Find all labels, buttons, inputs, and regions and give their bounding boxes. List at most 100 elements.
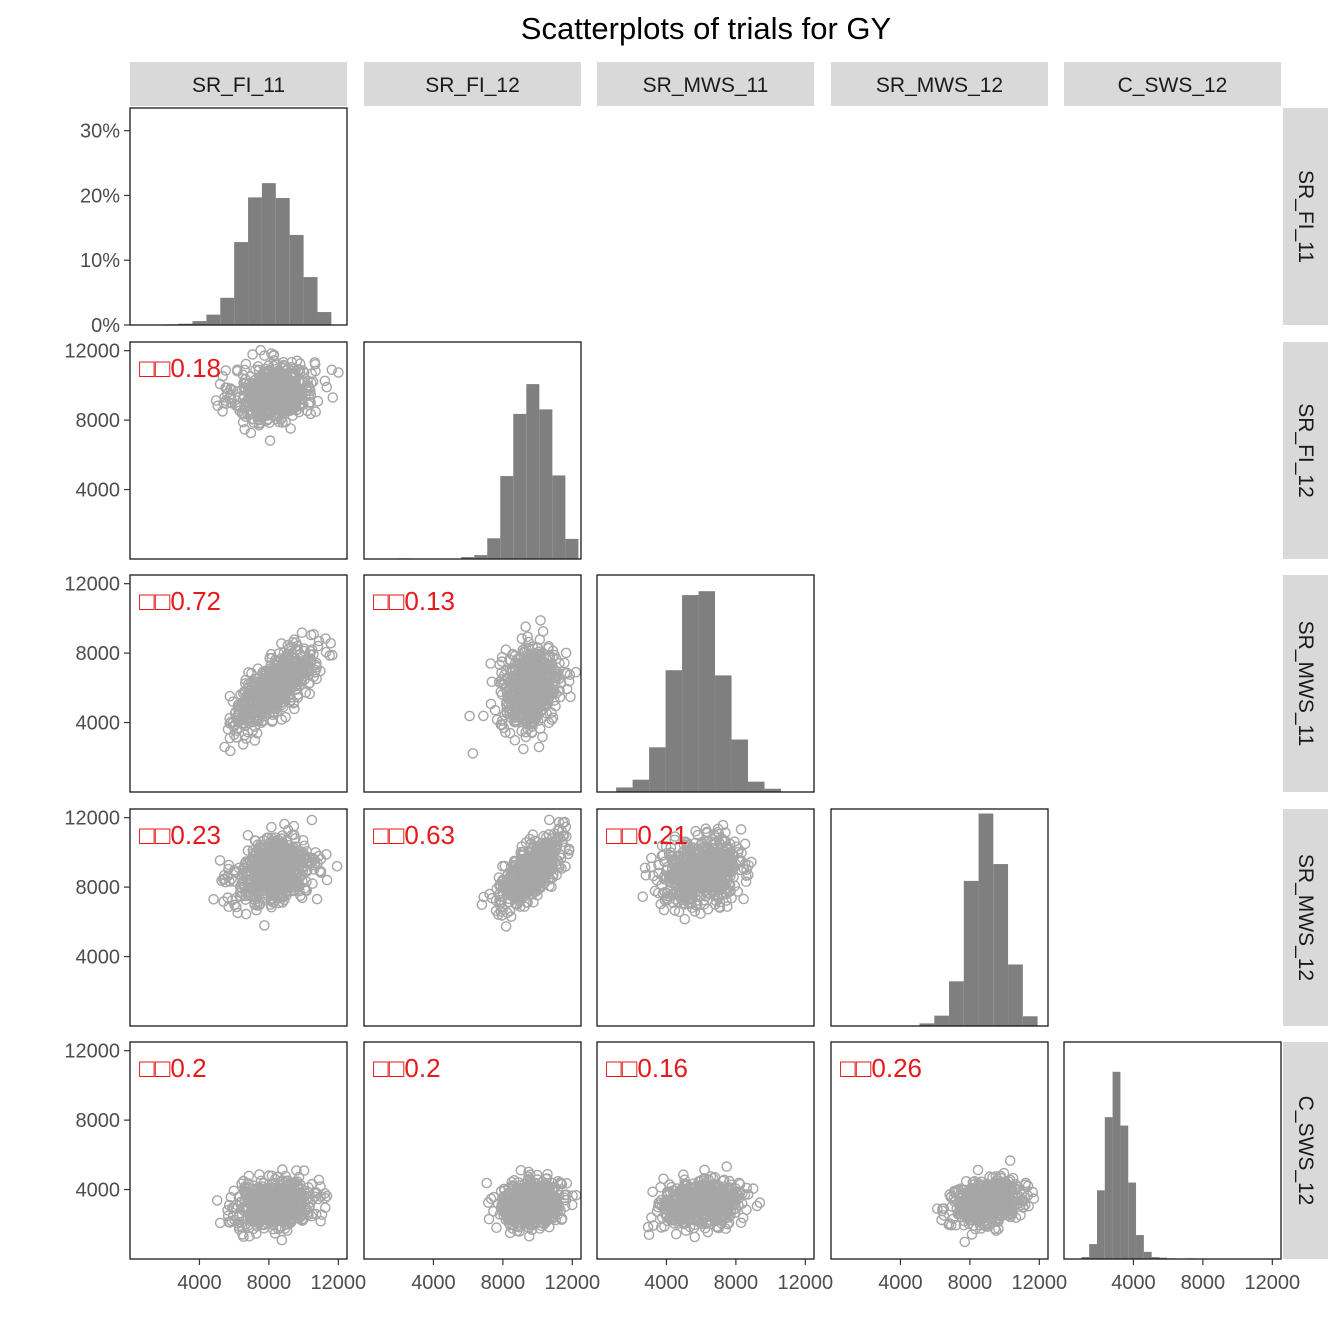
- data-point: [560, 647, 572, 659]
- data-point: [284, 677, 296, 689]
- data-point: [272, 1171, 284, 1183]
- data-point: [259, 920, 270, 931]
- data-point: [680, 836, 691, 848]
- data-point: [304, 646, 316, 657]
- data-point: [724, 879, 736, 890]
- data-point: [673, 850, 685, 861]
- panel-border: [129, 107, 348, 326]
- panel-SR_MWS_11-vs-SR_MWS_11: [596, 574, 815, 793]
- panel-border: [129, 808, 348, 1027]
- histogram-bar: [539, 409, 553, 559]
- data-point: [531, 701, 542, 713]
- histogram-bar: [500, 476, 514, 559]
- data-point: [319, 1192, 331, 1204]
- histogram-bar: [261, 183, 276, 325]
- strip-top-SR_FI_12: [364, 62, 581, 106]
- data-point: [273, 865, 285, 877]
- scatter-points: [208, 814, 343, 931]
- data-point: [526, 726, 538, 738]
- histogram-bar: [731, 739, 749, 792]
- data-point: [264, 652, 276, 664]
- data-point: [261, 832, 273, 844]
- data-point: [291, 870, 303, 881]
- data-point: [268, 355, 280, 366]
- data-point: [536, 705, 548, 716]
- data-point: [678, 899, 690, 910]
- data-point: [275, 383, 287, 395]
- data-point: [701, 882, 713, 893]
- data-point: [315, 1215, 327, 1227]
- scatter-points: [219, 627, 338, 757]
- data-point: [308, 649, 319, 660]
- data-point: [555, 832, 566, 844]
- data-point: [640, 870, 652, 881]
- histogram-bar: [220, 297, 235, 325]
- data-point: [290, 394, 302, 405]
- data-point: [722, 866, 734, 878]
- data-point: [305, 389, 317, 400]
- data-point: [244, 882, 256, 894]
- chart-title: Scatterplots of trials for GY: [521, 11, 891, 46]
- correlation-label: □□0.72: [139, 586, 221, 616]
- data-point: [515, 891, 527, 902]
- data-point: [254, 1169, 265, 1180]
- strip-right-SR_MWS_11: [1283, 575, 1328, 792]
- data-point: [252, 844, 264, 856]
- data-point: [239, 863, 250, 874]
- data-point: [298, 850, 310, 862]
- data-point: [712, 827, 723, 838]
- histogram-bar: [764, 788, 782, 792]
- data-point: [505, 711, 516, 723]
- data-point: [225, 1192, 237, 1203]
- data-point: [666, 877, 678, 889]
- data-point: [266, 901, 277, 913]
- data-point: [740, 876, 752, 888]
- data-point: [496, 656, 508, 667]
- strip-right-SR_FI_11: [1283, 108, 1328, 325]
- data-point: [299, 663, 311, 674]
- data-point: [273, 372, 285, 384]
- panel-SR_MWS_12-vs-SR_MWS_12: [830, 808, 1049, 1027]
- data-point: [291, 1165, 302, 1176]
- data-point: [265, 400, 276, 411]
- data-point: [320, 633, 331, 644]
- histogram-bar: [1022, 1016, 1038, 1026]
- data-point: [217, 406, 228, 417]
- data-point: [741, 864, 752, 876]
- data-point: [556, 826, 568, 837]
- data-point: [240, 358, 252, 370]
- histogram-bar: [275, 198, 290, 325]
- histogram-bar: [649, 747, 666, 792]
- data-point: [288, 698, 300, 709]
- scatter-points: [476, 814, 575, 932]
- strip-label-top-SR_FI_11: SR_FI_11: [192, 74, 285, 97]
- data-point: [253, 878, 265, 890]
- data-point: [290, 880, 301, 892]
- data-point: [250, 364, 261, 376]
- data-point: [649, 885, 661, 897]
- data-point: [735, 864, 747, 876]
- data-point: [467, 748, 479, 759]
- panel-border: [363, 574, 582, 793]
- data-point: [555, 677, 567, 689]
- data-point: [722, 848, 734, 859]
- histogram-bar: [715, 675, 732, 792]
- data-point: [230, 718, 241, 730]
- data-point: [263, 409, 274, 421]
- data-point: [542, 839, 553, 851]
- data-point: [282, 651, 293, 662]
- panel-border: [596, 808, 815, 1027]
- data-point: [246, 689, 258, 701]
- data-point: [639, 862, 651, 874]
- data-point: [237, 408, 248, 420]
- data-point: [292, 678, 304, 690]
- data-point: [637, 891, 649, 903]
- data-point: [494, 894, 506, 906]
- data-point: [280, 711, 291, 723]
- data-point: [722, 901, 733, 912]
- histogram-bar: [963, 880, 979, 1026]
- strip-label-right-SR_FI_12: SR_FI_12: [1294, 403, 1317, 498]
- data-point: [494, 659, 505, 671]
- data-point: [288, 658, 300, 670]
- scatter-points: [481, 1165, 582, 1242]
